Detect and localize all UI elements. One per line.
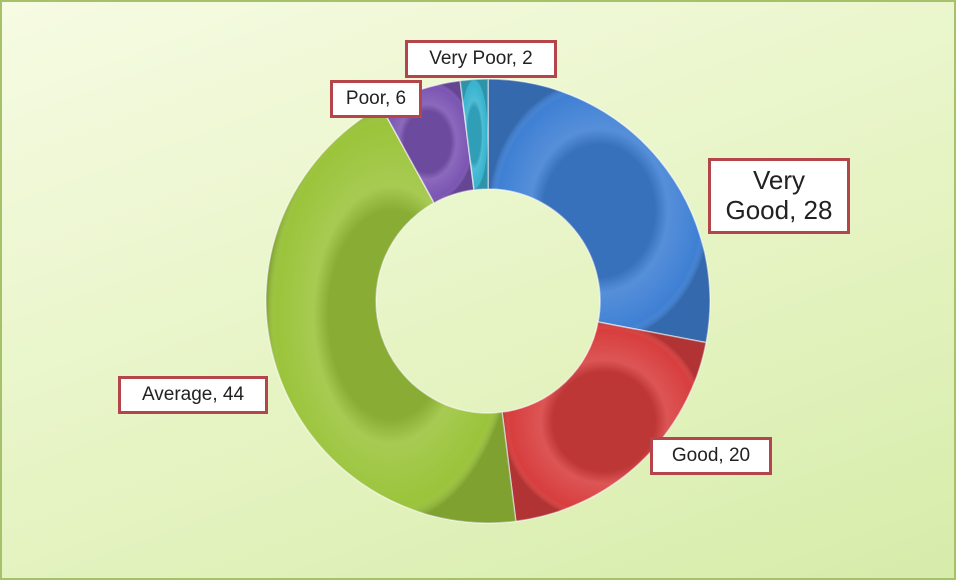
data-label: Average, 44 — [118, 376, 268, 414]
data-label: Good, 20 — [650, 437, 772, 475]
data-label: Poor, 6 — [330, 80, 422, 118]
donut-slice — [487, 78, 711, 344]
data-label: Very Good, 28 — [708, 158, 850, 234]
donut-slice — [501, 321, 707, 523]
data-label: Very Poor, 2 — [405, 40, 557, 78]
